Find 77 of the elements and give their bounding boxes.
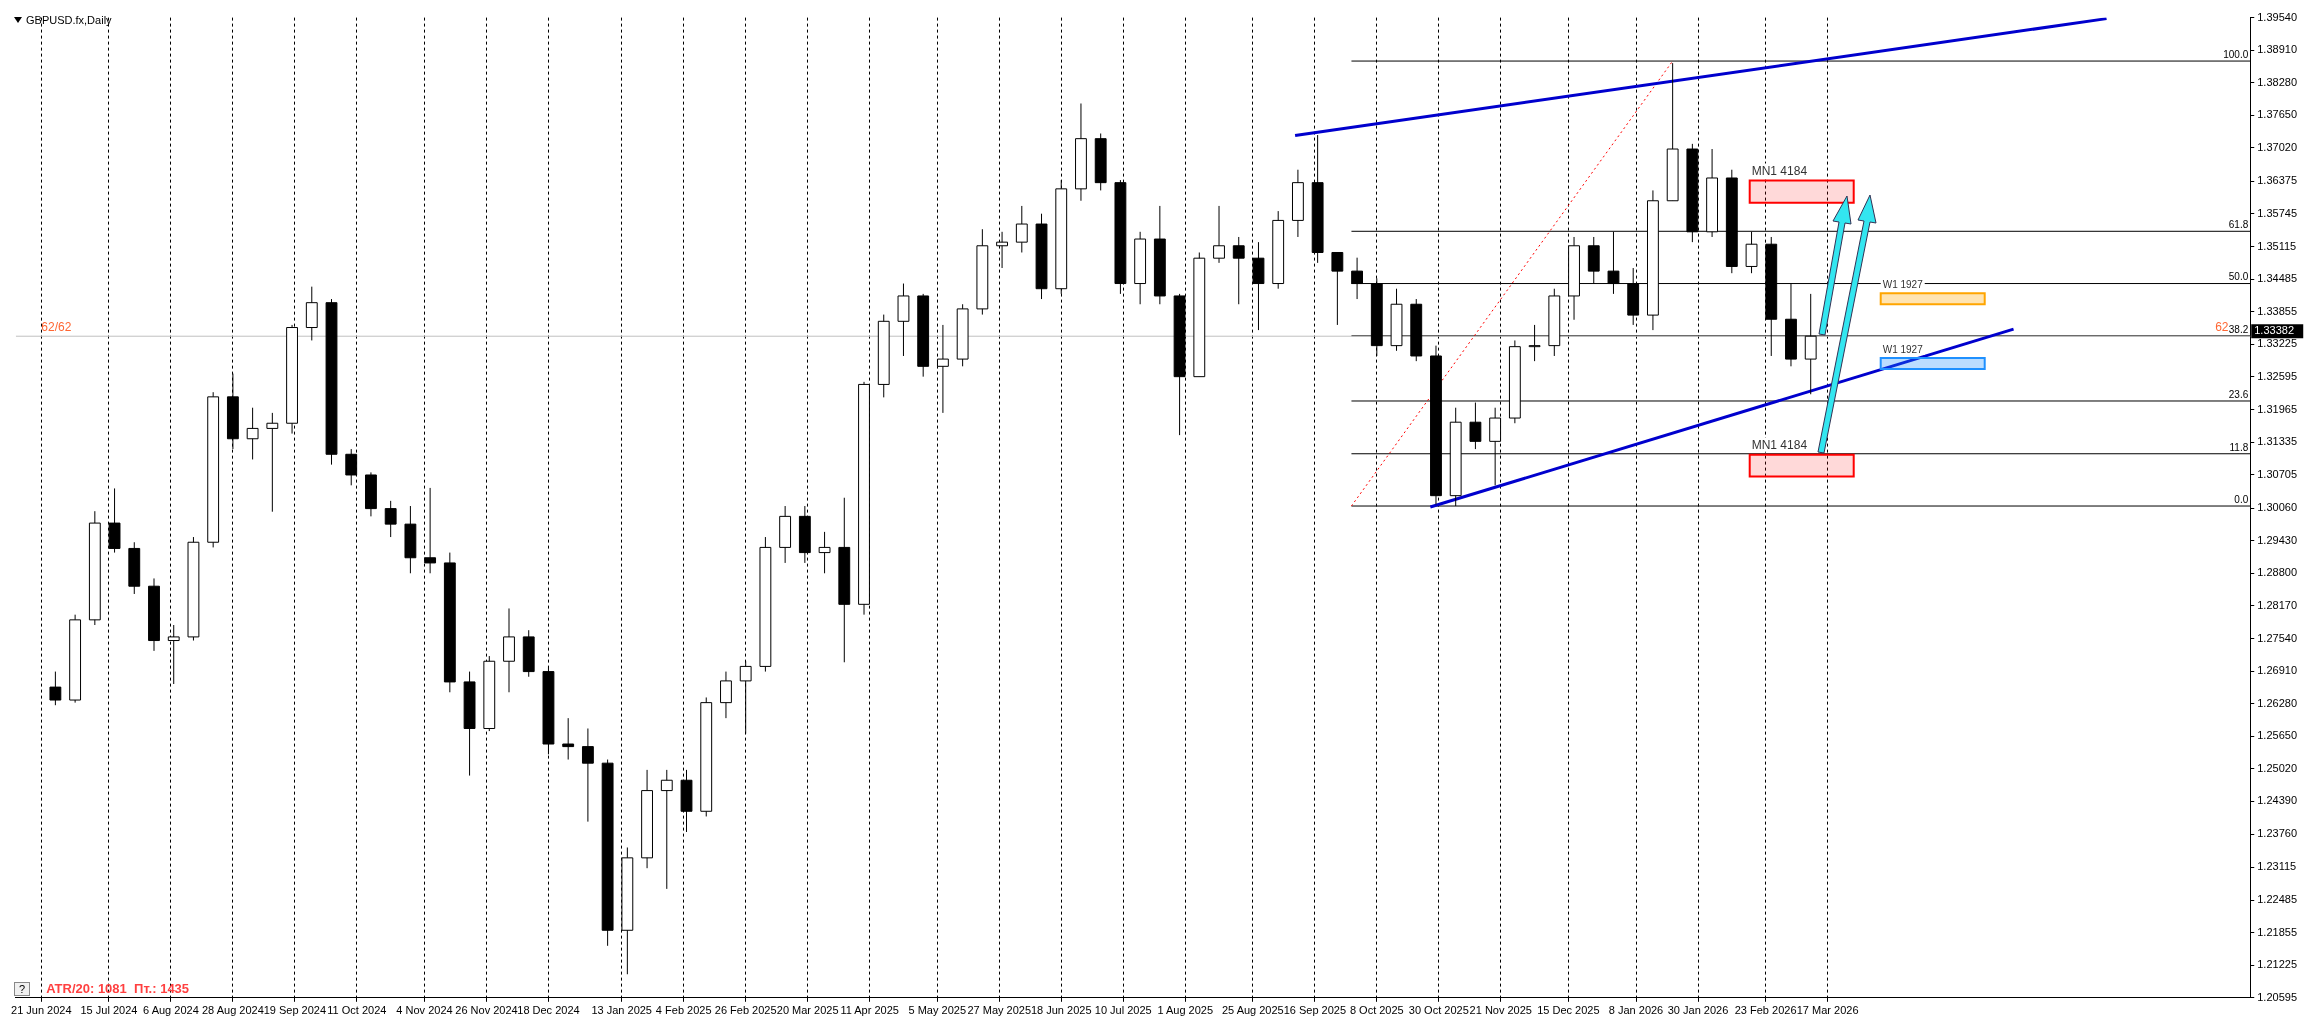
annotation: 38.2 [2228, 323, 2249, 335]
x-tick-label: 21 Jun 2024 [11, 1004, 72, 1017]
x-tick-label: 30 Oct 2025 [1408, 1004, 1469, 1017]
y-tick-label: 1.24390 [2257, 794, 2297, 807]
y-tick-label: 1.33855 [2257, 304, 2297, 317]
y-tick-label: 1.37650 [2257, 108, 2297, 121]
y-tick-label: 1.25020 [2257, 761, 2297, 774]
y-tick-label: 1.38280 [2257, 75, 2297, 88]
x-tick-label: 6 Aug 2024 [143, 1004, 199, 1017]
x-tick-label: 30 Jan 2026 [1667, 1004, 1729, 1017]
y-tick-label: 1.26910 [2257, 664, 2297, 677]
x-tick-label: 18 Jun 2025 [1030, 1004, 1092, 1017]
x-tick-label: 17 Mar 2026 [1796, 1004, 1859, 1017]
y-tick-label: 1.39540 [2257, 10, 2297, 23]
annotation: 50.0 [2228, 271, 2249, 283]
x-tick-label: 26 Nov 2024 [455, 1004, 518, 1017]
y-tick-label: 1.37020 [2257, 141, 2297, 154]
x-tick-label: 15 Jul 2024 [80, 1004, 138, 1017]
x-tick-label: 20 Mar 2025 [776, 1004, 839, 1017]
y-tick-label: 1.20595 [2257, 990, 2297, 1003]
y-tick-label: 1.26280 [2257, 696, 2297, 709]
annotation: 100.0 [2223, 48, 2249, 60]
x-tick-label: 11 Oct 2024 [327, 1004, 387, 1017]
x-tick-label: 4 Feb 2025 [655, 1004, 712, 1017]
y-tick-label: 1.34485 [2257, 272, 2297, 285]
y-tick-label: 1.31965 [2257, 402, 2297, 415]
annotation: 62 [2215, 319, 2229, 334]
x-tick-label: 19 Sep 2024 [263, 1004, 327, 1017]
x-tick-label: 8 Oct 2025 [1349, 1004, 1404, 1017]
x-tick-label: 27 May 2025 [967, 1004, 1032, 1017]
y-tick-label: 1.36375 [2257, 174, 2297, 187]
y-tick-label: 1.30060 [2257, 501, 2297, 514]
x-tick-label: 8 Jan 2026 [1608, 1004, 1664, 1017]
x-tick-label: 21 Nov 2025 [1469, 1004, 1532, 1017]
y-tick-label: 1.28800 [2257, 566, 2297, 579]
x-tick-label: 18 Dec 2024 [517, 1004, 580, 1017]
y-tick-label: 1.29430 [2257, 533, 2297, 546]
x-tick-label: 15 Dec 2025 [1537, 1004, 1600, 1017]
y-tick-label: 1.23760 [2257, 827, 2297, 840]
y-tick-label: 1.32595 [2257, 369, 2297, 382]
annotation: 61.8 [2228, 219, 2249, 231]
x-tick-label: 4 Nov 2024 [396, 1004, 453, 1017]
x-tick-label: 13 Jan 2025 [591, 1004, 652, 1017]
x-tick-label: 10 Jul 2025 [1094, 1004, 1152, 1017]
y-tick-label: 1.35115 [2257, 239, 2297, 252]
band-label: W1 1927 [1882, 279, 1924, 291]
x-tick-label: 26 Feb 2025 [714, 1004, 777, 1017]
annotation: 62/62 [41, 319, 72, 334]
y-tick-label: 1.25650 [2257, 729, 2297, 742]
y-tick-label: 1.21225 [2257, 958, 2297, 971]
y-tick-label: 1.30705 [2257, 467, 2297, 480]
band-label: MN1 4184 [1751, 163, 1808, 178]
y-tick-label: 1.21855 [2257, 925, 2297, 938]
x-tick-label: 16 Sep 2025 [1283, 1004, 1347, 1017]
y-tick-label: 1.23115 [2257, 860, 2297, 873]
annotation: 11.8 [2229, 441, 2249, 453]
chart-title: GBPUSD.fx,Daily [26, 14, 112, 26]
y-tick-label: 1.22485 [2257, 893, 2297, 906]
annotation: 0.0 [2234, 493, 2249, 505]
ref-line-label: 1.33382 [2254, 324, 2294, 337]
y-tick-label: 1.35745 [2257, 206, 2297, 219]
band-label: MN1 4184 [1751, 438, 1808, 453]
annotation: ? [14, 981, 31, 996]
x-tick-label: 1 Aug 2025 [1157, 1004, 1214, 1017]
y-tick-label: 1.33225 [2257, 337, 2297, 350]
y-tick-label: 1.27540 [2257, 631, 2297, 644]
x-tick-label: 11 Apr 2025 [840, 1004, 899, 1017]
y-tick-label: 1.38910 [2257, 43, 2297, 56]
x-tick-label: 5 May 2025 [908, 1004, 967, 1017]
x-tick-label: 25 Aug 2025 [1221, 1004, 1284, 1017]
annotation: 23.6 [2228, 388, 2249, 400]
band-label: W1 1927 [1882, 343, 1924, 355]
x-tick-label: 23 Feb 2026 [1734, 1004, 1797, 1017]
y-tick-label: 1.31335 [2257, 435, 2297, 448]
x-tick-label: 28 Aug 2024 [201, 1004, 264, 1017]
y-tick-label: 1.28170 [2257, 598, 2297, 611]
annotation: ATR/20: 1081 Пт.: 1435 [46, 981, 190, 996]
